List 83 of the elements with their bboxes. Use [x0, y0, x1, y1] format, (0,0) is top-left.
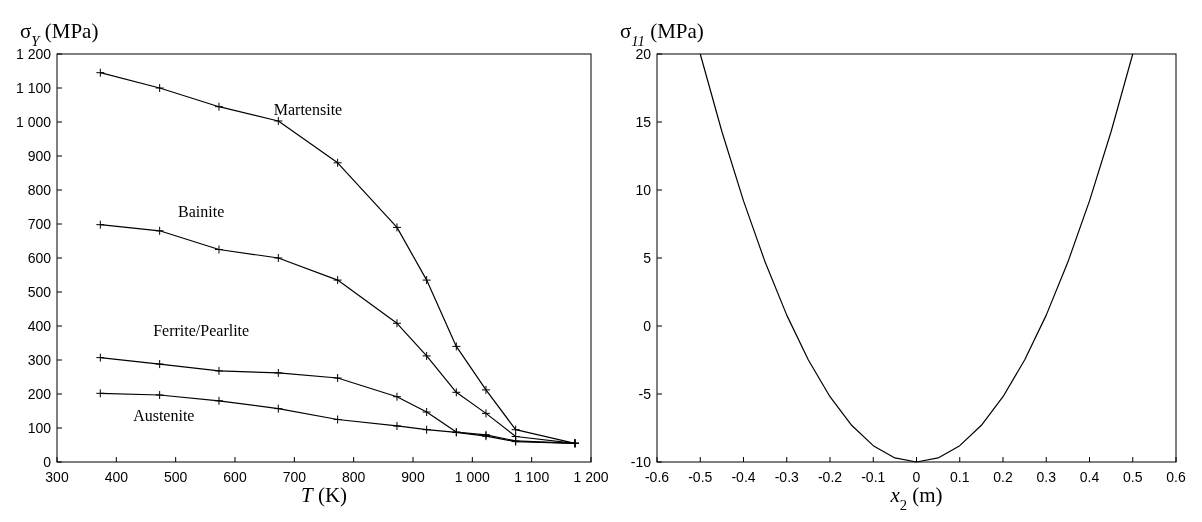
point — [155, 83, 165, 93]
y-tick-label: -10 — [630, 454, 652, 470]
x-tick-label: -0.2 — [817, 469, 843, 485]
y-tick-label: 20 — [635, 46, 652, 62]
x-tick-label: -0.3 — [774, 469, 800, 485]
series-label: Austenite — [133, 407, 195, 425]
point — [273, 368, 283, 378]
point — [95, 220, 105, 230]
y-tick-label: 200 — [27, 386, 52, 402]
x-tick-label: 1 200 — [573, 469, 609, 485]
series-label: Martensite — [273, 101, 343, 119]
point — [333, 415, 343, 424]
y-tick-label: 15 — [635, 114, 652, 130]
y-tick-label: 300 — [27, 352, 52, 368]
point — [273, 116, 283, 126]
x-tick-label: 300 — [45, 469, 69, 485]
y-tick-label: 600 — [27, 250, 52, 266]
x-tick-label: 900 — [401, 469, 425, 485]
x-tick-label: 1 100 — [514, 469, 550, 485]
point — [422, 275, 432, 285]
x-tick-label: 800 — [341, 469, 366, 485]
x-axis-title: T (K) — [300, 483, 348, 507]
point — [392, 392, 402, 402]
y-axis-title: σ$_{11}$ (MPa) — [620, 19, 704, 49]
point — [95, 353, 105, 363]
series-label: Ferrite/Pearlite — [153, 321, 250, 339]
point — [333, 373, 343, 383]
y-tick-label: 500 — [27, 284, 52, 300]
point — [214, 245, 224, 254]
series-label: Bainite — [178, 203, 225, 221]
y-tick-label: 800 — [27, 182, 52, 198]
point — [155, 390, 165, 400]
point — [214, 102, 224, 112]
x-tick-label: -0.6 — [644, 469, 670, 485]
point — [273, 404, 283, 414]
y-tick-label: 0 — [643, 318, 652, 334]
x-tick-label: -0.5 — [688, 469, 713, 485]
y-tick-label: 5 — [643, 250, 652, 266]
y-tick-label: 1 100 — [15, 80, 52, 96]
y-tick-label: 10 — [635, 182, 652, 198]
x-tick-label: 0.3 — [1036, 469, 1057, 485]
x-tick-label: 400 — [104, 469, 129, 485]
point — [333, 275, 343, 285]
point — [481, 408, 491, 418]
x-tick-label: 0 — [912, 469, 921, 485]
point — [422, 425, 432, 435]
point — [451, 341, 461, 351]
point — [422, 351, 432, 361]
point — [155, 226, 165, 236]
y-tick-label: 400 — [27, 318, 52, 334]
x-tick-label: 0.5 — [1123, 469, 1143, 485]
y-tick-label: 700 — [27, 216, 52, 232]
point — [451, 387, 461, 397]
y-tick-label: 1 200 — [15, 46, 52, 62]
point — [95, 68, 105, 78]
y-tick-label: 0 — [43, 454, 52, 470]
point — [214, 366, 224, 376]
point — [392, 421, 402, 431]
point — [422, 407, 432, 417]
x-tick-label: 0.1 — [950, 469, 970, 485]
point — [481, 385, 491, 395]
point — [214, 396, 224, 406]
x-tick-label: 700 — [282, 469, 307, 485]
x-axis-title: x$_{2}$ (m) — [889, 483, 943, 513]
x-tick-label: 1 000 — [454, 469, 491, 485]
y-axis-title: σ$_{Y}$ (MPa) — [20, 19, 99, 49]
x-tick-label: 0.4 — [1079, 469, 1100, 485]
point — [333, 158, 343, 168]
x-tick-label: -0.4 — [731, 469, 756, 485]
point — [392, 222, 402, 232]
y-tick-label: 900 — [27, 148, 52, 164]
point — [155, 359, 165, 369]
y-tick-label: -5 — [638, 386, 652, 402]
point — [95, 388, 105, 398]
point — [392, 318, 402, 328]
x-tick-label: 600 — [223, 469, 247, 485]
x-tick-label: 0.2 — [993, 469, 1013, 485]
y-tick-label: 100 — [27, 420, 52, 436]
point — [273, 253, 283, 263]
y-tick-label: 1 000 — [15, 114, 52, 130]
x-tick-label: 0.6 — [1166, 469, 1186, 485]
x-tick-label: -0.1 — [861, 469, 886, 485]
x-tick-label: 500 — [163, 469, 188, 485]
